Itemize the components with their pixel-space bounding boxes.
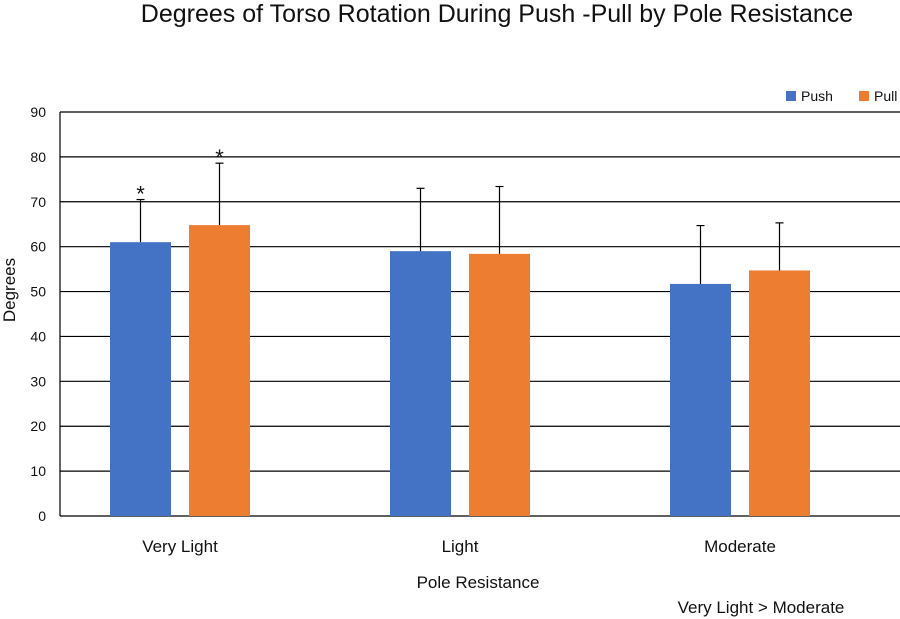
y-axis-title: Degrees: [0, 258, 19, 322]
y-axis-ticks: 0 10 20 30 40 50 60 70 80 90: [30, 104, 46, 524]
significance-star: *: [136, 182, 145, 207]
y-tick-label: 50: [30, 284, 46, 300]
legend-swatch-pull: [859, 91, 869, 101]
y-tick-label: 0: [38, 508, 46, 524]
y-tick-label: 40: [30, 328, 46, 344]
x-axis-categories: Very Light Light Moderate: [142, 537, 776, 556]
bar-pull: [469, 253, 530, 517]
y-tick-label: 80: [30, 149, 46, 165]
legend: Push Pull: [786, 88, 897, 104]
y-tick-label: 10: [30, 463, 46, 479]
bar-pull: [749, 270, 810, 516]
error-bars: [136, 162, 784, 284]
x-axis-title: Pole Resistance: [417, 573, 540, 592]
y-tick-label: 20: [30, 418, 46, 434]
significance-markers: **: [136, 145, 224, 206]
y-tick-label: 30: [30, 373, 46, 389]
bar-push: [390, 251, 451, 516]
legend-label-pull: Pull: [874, 88, 897, 104]
bar-push: [110, 242, 171, 516]
legend-swatch-push: [786, 91, 796, 101]
y-tick-label: 90: [30, 104, 46, 120]
bar-pull: [189, 225, 250, 516]
bar-push: [670, 283, 731, 516]
chart-title: Degrees of Torso Rotation During Push -P…: [141, 0, 853, 28]
comparison-note: Very Light > Moderate: [678, 598, 845, 617]
x-tick-label: Moderate: [704, 537, 776, 556]
x-tick-label: Light: [442, 537, 479, 556]
x-tick-label: Very Light: [142, 537, 218, 556]
y-tick-label: 70: [30, 194, 46, 210]
legend-label-push: Push: [801, 88, 833, 104]
bars: [110, 225, 810, 517]
y-tick-label: 60: [30, 239, 46, 255]
significance-star: *: [215, 145, 224, 170]
